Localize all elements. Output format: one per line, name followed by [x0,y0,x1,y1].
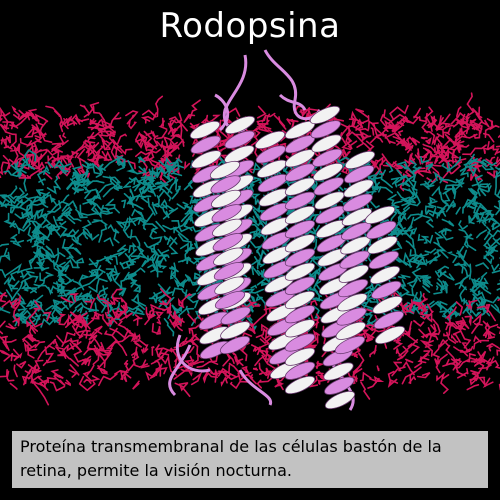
protein-loops [168,49,355,411]
image-title: Rodopsina [159,6,341,46]
protein-helices [189,105,406,410]
caption-box: Proteína transmembranal de las células b… [12,431,488,488]
